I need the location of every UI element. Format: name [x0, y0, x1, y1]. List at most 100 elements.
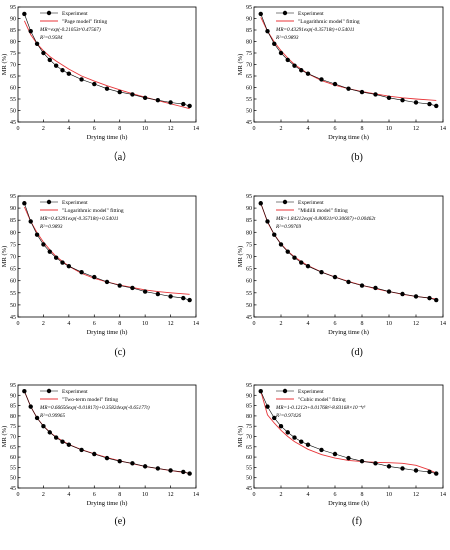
legend-label-fit: "Logarithmic model" fitting — [62, 207, 124, 214]
x-tick-label: 10 — [142, 126, 148, 132]
x-tick-label: 0 — [253, 492, 256, 498]
y-tick-label: 60 — [10, 279, 16, 285]
x-tick-label: 4 — [67, 321, 70, 327]
experiment-point — [373, 285, 378, 291]
experiment-point — [60, 260, 65, 265]
experiment-point — [53, 255, 59, 260]
experiment-point — [299, 68, 304, 73]
y-tick-label: 60 — [246, 279, 252, 285]
y-tick-label: 65 — [10, 74, 16, 80]
y-tick-label: 90 — [10, 17, 16, 23]
y-tick-label: 45 — [10, 120, 16, 126]
x-tick-label: 6 — [334, 321, 337, 327]
x-tick-label: 8 — [361, 492, 364, 498]
y-axis-label: MR (%) — [237, 426, 244, 447]
x-tick-label: 2 — [280, 492, 283, 498]
experiment-point — [79, 270, 84, 275]
experiment-point — [434, 297, 439, 303]
r-squared: R²=0.99769 — [275, 224, 301, 230]
experiment-point — [373, 461, 378, 466]
y-tick-label: 90 — [246, 393, 252, 399]
legend-label-experiment: Experiment — [298, 11, 324, 17]
panel-label: (e) — [114, 516, 125, 527]
y-axis-label: MR (%) — [237, 54, 244, 75]
x-tick-label: 2 — [42, 492, 45, 498]
legend-label-experiment: Experiment — [298, 389, 324, 395]
experiment-point — [104, 455, 110, 461]
y-axis-label: MR (%) — [1, 54, 8, 75]
y-tick-label: 95 — [10, 5, 16, 11]
panel-label: (b) — [351, 152, 363, 163]
experiment-point — [400, 291, 405, 297]
experiment-point — [292, 63, 297, 68]
x-tick-label: 4 — [307, 126, 310, 132]
experiment-point — [142, 289, 148, 294]
experiment-point — [359, 89, 365, 95]
y-tick-label: 80 — [246, 230, 252, 236]
x-tick-label: 12 — [168, 492, 174, 498]
experiment-point — [400, 97, 405, 103]
y-tick-label: 55 — [246, 291, 252, 297]
experiment-point — [142, 464, 148, 469]
legend-label-fit: "Logarithmic model" fitting — [298, 18, 360, 25]
experiment-point — [104, 279, 110, 285]
experiment-point — [427, 469, 432, 475]
y-tick-label: 80 — [246, 40, 252, 46]
y-tick-label: 65 — [10, 445, 16, 451]
x-tick-label: 14 — [193, 126, 199, 132]
y-tick-label: 85 — [246, 218, 252, 224]
x-tick-label: 8 — [361, 126, 364, 132]
x-tick-label: 0 — [17, 492, 20, 498]
experiment-point — [92, 274, 97, 280]
y-tick-label: 90 — [246, 17, 252, 23]
experiment-point — [359, 283, 365, 288]
experiment-point — [272, 41, 277, 46]
legend-label-fit: "Cubic model" fitting — [298, 396, 346, 403]
y-tick-label: 55 — [246, 97, 252, 103]
y-tick-label: 60 — [246, 455, 252, 461]
x-tick-label: 14 — [440, 492, 446, 498]
y-tick-label: 65 — [246, 445, 252, 451]
x-tick-label: 14 — [193, 321, 199, 327]
experiment-point — [299, 439, 304, 444]
x-tick-label: 12 — [168, 126, 174, 132]
y-tick-label: 75 — [10, 424, 16, 430]
experiment-point — [285, 430, 290, 435]
plot-frame — [253, 195, 444, 318]
experiment-point — [386, 95, 392, 101]
plot-frame — [253, 384, 444, 489]
fit-equation: MR=1-0.1212t+0.01768t²-8.83168×10⁻⁴t³ — [275, 405, 366, 411]
x-tick-label: 0 — [17, 126, 20, 132]
y-tick-label: 95 — [10, 194, 16, 200]
fit-equation: MR=0.66656exp(-0.01817t)+0.35824exp(-0.6… — [39, 404, 150, 411]
experiment-point — [187, 297, 192, 303]
experiment-point — [272, 415, 277, 421]
experiment-point — [265, 219, 270, 224]
experiment-point — [332, 274, 338, 280]
experiment-point — [28, 28, 33, 34]
experiment-point — [104, 86, 110, 91]
x-tick-label: 6 — [93, 126, 96, 132]
r-squared: R²=0.9584 — [39, 34, 63, 41]
y-tick-label: 80 — [10, 230, 16, 236]
y-tick-label: 50 — [10, 109, 16, 115]
r-squared: R²=0.99965 — [39, 413, 65, 419]
x-tick-label: 14 — [440, 126, 446, 132]
chart-panel-2: 0 2 4 6 8 10 12 14 45 50 55 60 65 70 75 80 85 90 95 Drying … — [1, 194, 199, 358]
legend-label-fit: "Midilli model" fitting — [298, 207, 348, 214]
experiment-point — [155, 291, 161, 297]
y-tick-label: 75 — [246, 242, 252, 248]
y-tick-label: 75 — [10, 242, 16, 248]
y-tick-label: 60 — [246, 86, 252, 92]
x-tick-label: 4 — [67, 126, 70, 132]
legend-marker-experiment — [46, 10, 52, 16]
fit-equation: MR=0.43291exp(-0.35718t)+0.54011 — [39, 215, 119, 222]
x-tick-label: 10 — [142, 321, 148, 327]
experiment-point — [346, 86, 351, 91]
experiment-point — [292, 255, 297, 260]
x-tick-label: 12 — [413, 126, 419, 132]
experiment-point — [413, 100, 419, 105]
y-tick-label: 85 — [246, 404, 252, 410]
panel-label: （a） — [108, 151, 132, 163]
experiment-point — [117, 283, 122, 288]
